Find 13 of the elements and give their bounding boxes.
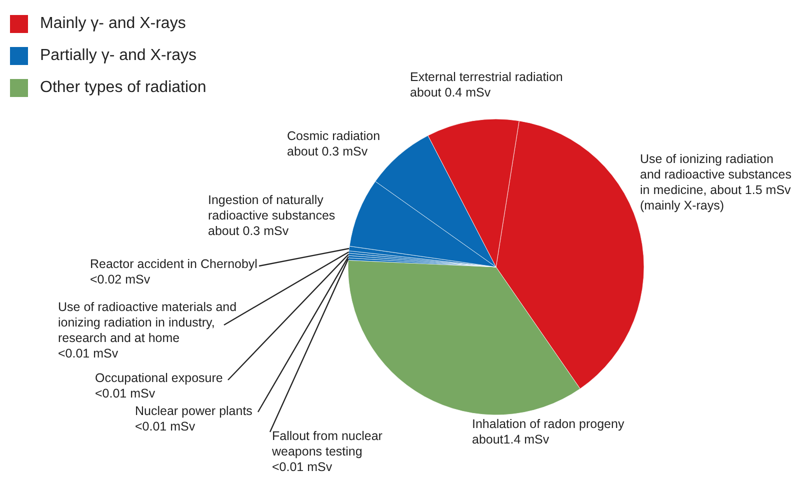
slice-label: Use of radioactive materials and ionizing radiation in industry, research and at home <0.01 mSv <box>58 300 237 360</box>
slice-label: Occupational exposure <0.01 mSv <box>95 371 223 400</box>
slice-label: Reactor accident in Chernobyl <0.02 mSv <box>90 257 258 286</box>
slice-label: Ingestion of naturally radioactive substances about 0.3 mSv <box>208 193 336 238</box>
slice-label: Fallout from nuclear weapons testing <0.01 mSv <box>271 429 382 474</box>
text: Other types of radiation <box>40 79 206 97</box>
slice-label: External terrestrial radiation about 0.4 mSv <box>410 70 563 100</box>
text: Partially γ- and X-rays <box>40 47 196 65</box>
slice-label: Cosmic radiation about 0.3 mSv <box>287 129 380 158</box>
slice-label: Inhalation of radon progeny about1.4 mSv <box>472 417 625 446</box>
slice-label: Nuclear power plants <0.01 mSv <box>135 404 252 434</box>
text: Mainly γ- and X-rays <box>40 15 186 33</box>
slice-label: Use of ionizing radiation and radioactive substances in medicine, about 1.5 mSv (mainly X-rays) <box>640 152 792 212</box>
